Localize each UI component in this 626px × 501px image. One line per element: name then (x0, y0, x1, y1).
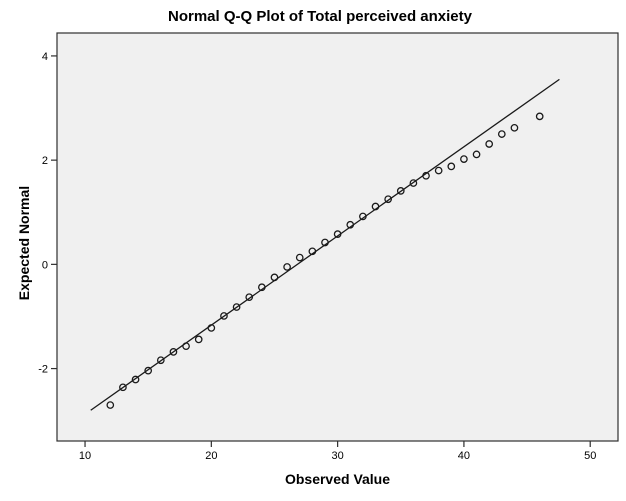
data-point (396, 187, 405, 195)
x-tick-label: 20 (205, 450, 217, 462)
data-point (510, 123, 519, 132)
data-point (182, 342, 190, 351)
data-point (460, 155, 468, 163)
data-point (535, 112, 544, 121)
x-axis-label: Observed Value (284, 471, 391, 487)
data-point (144, 366, 153, 375)
data-point (119, 383, 127, 392)
y-tick-label: 0 (42, 259, 48, 271)
x-tick-label: 10 (79, 450, 91, 462)
x-tick-label: 30 (332, 450, 344, 462)
data-point (384, 195, 392, 204)
y-tick-label: 4 (42, 51, 48, 63)
data-point (245, 293, 254, 302)
data-point (156, 356, 165, 365)
data-point (194, 335, 203, 344)
data-point (497, 130, 506, 138)
data-point (333, 230, 342, 238)
x-tick-label: 40 (458, 450, 470, 462)
data-point (169, 348, 178, 356)
data-point (106, 401, 115, 409)
data-point (472, 150, 481, 159)
data-point (295, 253, 304, 262)
data-point (434, 166, 443, 175)
data-point (270, 273, 279, 282)
data-point (232, 303, 241, 311)
y-tick-label: -2 (38, 364, 48, 376)
data-point (131, 375, 140, 384)
data-point (485, 140, 494, 148)
data-point (220, 312, 228, 320)
data-point (321, 238, 329, 247)
data-point (257, 283, 266, 292)
data-point (346, 220, 355, 229)
x-tick-label: 50 (584, 450, 596, 462)
data-point (308, 247, 317, 256)
chart-title: Normal Q-Q Plot of Total perceived anxie… (168, 8, 472, 25)
y-tick-label: 2 (42, 155, 48, 167)
data-point (409, 179, 418, 187)
data-point (447, 162, 456, 171)
data-point (359, 212, 367, 221)
data-point (422, 171, 430, 180)
data-point (207, 324, 216, 332)
reference-line (90, 78, 560, 411)
data-point (283, 263, 291, 271)
data-point (371, 202, 380, 211)
